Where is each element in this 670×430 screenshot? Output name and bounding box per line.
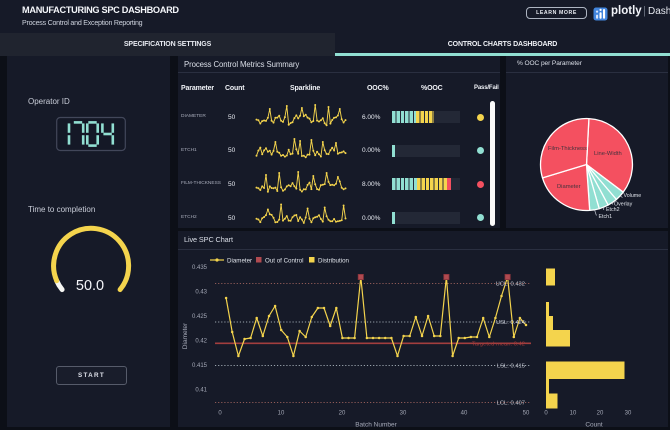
svg-text:USL: 0.424: USL: 0.424 [496,320,526,326]
svg-text:20: 20 [597,411,604,417]
svg-text:Diameter: Diameter [557,184,581,190]
svg-text:0.435: 0.435 [192,265,208,271]
svg-text:Distribution: Distribution [318,258,350,265]
svg-text:Batch Number: Batch Number [355,422,397,428]
svg-text:10: 10 [570,411,577,417]
svg-text:40: 40 [461,411,468,417]
svg-text:0: 0 [218,411,222,417]
svg-text:Film-Thickness: Film-Thickness [548,146,587,152]
svg-text:Count: Count [585,422,603,428]
svg-text:0: 0 [544,411,548,417]
svg-text:10: 10 [278,411,285,417]
svg-text:LCL: 0.407: LCL: 0.407 [497,401,525,407]
svg-text:Out of Control: Out of Control [265,258,304,265]
svg-text:0.42: 0.42 [195,339,207,345]
svg-text:20: 20 [339,411,346,417]
svg-text:Targeted mean: 0.42: Targeted mean: 0.42 [472,342,525,348]
svg-text:Etch1: Etch1 [599,214,613,220]
svg-text:0.41: 0.41 [195,388,207,394]
svg-text:30: 30 [400,411,407,417]
svg-text:Overlay: Overlay [614,202,633,208]
svg-text:50: 50 [523,411,530,417]
svg-text:Line-Width: Line-Width [594,151,622,157]
svg-text:0.43: 0.43 [195,290,207,296]
svg-text:Volume: Volume [624,193,642,199]
svg-text:0.415: 0.415 [192,363,208,369]
svg-text:Diameter: Diameter [227,258,252,265]
svg-text:30: 30 [625,411,632,417]
svg-text:Diameter: Diameter [182,322,189,349]
svg-text:LSL: 0.415: LSL: 0.415 [497,364,525,370]
svg-text:UCL: 0.432: UCL: 0.432 [496,282,525,288]
svg-text:0.425: 0.425 [192,314,208,320]
svg-text:Etch2: Etch2 [606,207,620,213]
